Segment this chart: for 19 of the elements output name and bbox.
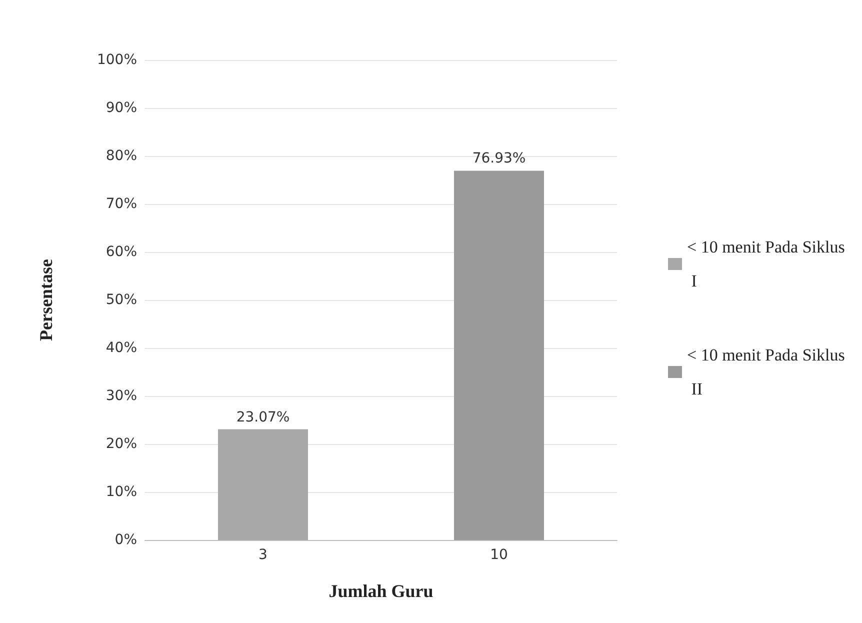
y-tick-label: 70% [106, 196, 137, 212]
legend-label: < 10 menit Pada Siklus II [687, 346, 845, 398]
x-tick-label: 10 [490, 547, 508, 563]
y-tick-label: 40% [106, 340, 137, 356]
y-tick-label: 30% [106, 388, 137, 404]
y-tick-label: 60% [106, 244, 137, 260]
y-tick-label: 10% [106, 484, 137, 500]
legend-label: < 10 menit Pada Siklus I [687, 238, 845, 290]
y-tick-label: 100% [96, 52, 137, 68]
data-label: 23.07% [236, 409, 290, 426]
x-axis-title: Jumlah Guru [328, 581, 434, 601]
y-tick-label: 20% [106, 436, 137, 452]
y-tick-label: 50% [106, 292, 137, 308]
x-tick-label: 3 [258, 547, 268, 563]
y-tick-label: 0% [114, 532, 137, 548]
y-tick-label: 80% [106, 148, 137, 164]
data-label: 76.93% [472, 150, 526, 167]
y-tick-label: 90% [106, 100, 137, 116]
y-axis-title: Persentase [36, 259, 56, 341]
